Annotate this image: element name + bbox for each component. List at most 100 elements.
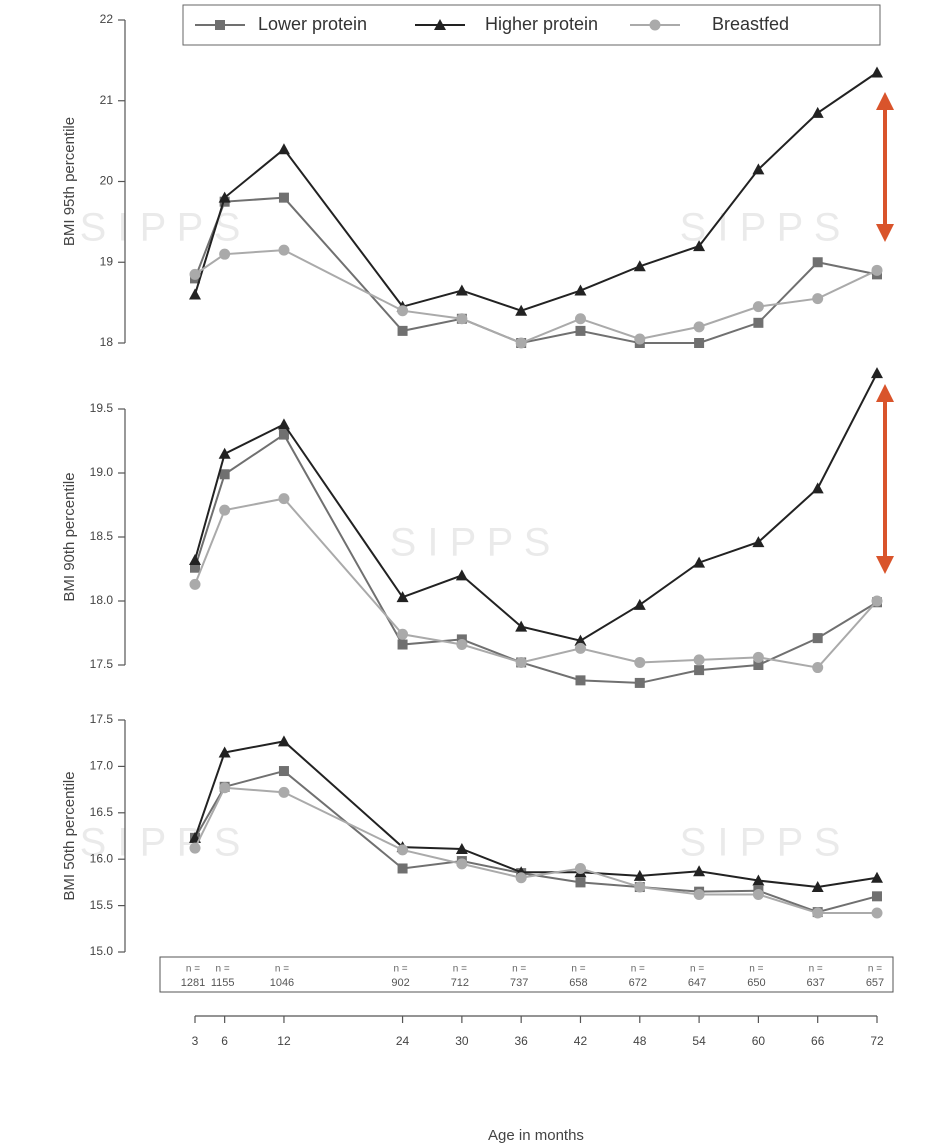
n-label: n = xyxy=(186,964,200,975)
marker xyxy=(397,639,408,650)
y-tick-label: 18.5 xyxy=(90,529,114,543)
n-label: n = xyxy=(512,964,526,975)
marker xyxy=(215,20,225,30)
x-tick-label: 12 xyxy=(277,1034,291,1048)
series-line xyxy=(194,740,878,889)
n-value: 637 xyxy=(807,977,825,989)
n-label: n = xyxy=(275,964,289,975)
marker xyxy=(190,562,200,573)
marker xyxy=(278,429,289,440)
marker xyxy=(811,106,824,118)
marker xyxy=(219,469,230,480)
y-tick-label: 15.0 xyxy=(90,944,114,958)
marker xyxy=(693,654,705,666)
marker xyxy=(455,842,468,854)
marker xyxy=(812,633,823,644)
marker xyxy=(752,536,765,548)
marker xyxy=(189,268,201,280)
marker xyxy=(396,591,409,603)
marker xyxy=(871,264,883,276)
n-value: 712 xyxy=(451,977,469,989)
n-label: n = xyxy=(749,964,763,975)
marker xyxy=(219,782,231,794)
marker xyxy=(218,447,231,459)
marker xyxy=(574,862,586,874)
y-tick-label: 22 xyxy=(100,12,114,26)
series-line xyxy=(194,769,878,914)
x-tick-label: 24 xyxy=(396,1034,410,1048)
marker xyxy=(219,504,231,516)
y-tick-label: 15.5 xyxy=(90,898,114,912)
marker xyxy=(871,907,883,919)
y-tick-label: 19.0 xyxy=(90,465,114,479)
marker xyxy=(871,595,883,607)
watermark: S I P P S xyxy=(680,206,841,250)
marker xyxy=(633,869,646,881)
marker xyxy=(515,872,527,884)
marker xyxy=(811,881,824,893)
marker xyxy=(278,786,290,798)
marker xyxy=(189,554,201,566)
marker xyxy=(277,735,290,747)
marker xyxy=(397,844,409,856)
n-value: 672 xyxy=(629,977,647,989)
marker xyxy=(397,325,408,336)
marker xyxy=(515,620,528,632)
n-label: n = xyxy=(868,964,882,975)
marker xyxy=(218,191,231,203)
x-tick-label: 66 xyxy=(811,1034,825,1048)
marker xyxy=(278,766,289,777)
y-tick-label: 17.5 xyxy=(90,657,114,671)
legend-box xyxy=(182,4,881,46)
y-tick-label: 17.0 xyxy=(90,759,114,773)
marker xyxy=(515,304,528,316)
series-line xyxy=(194,372,878,642)
marker xyxy=(574,634,587,646)
n-label: n = xyxy=(393,964,407,975)
x-tick-label: 42 xyxy=(574,1034,588,1048)
marker xyxy=(693,865,706,877)
marker xyxy=(455,284,468,296)
legend-label: Breastfed xyxy=(712,14,789,34)
series-line xyxy=(194,196,878,345)
marker xyxy=(515,656,527,668)
y-axis-label: BMI 90th percentile xyxy=(61,472,78,601)
marker xyxy=(574,642,586,654)
watermark: S I P P S xyxy=(390,521,551,565)
legend-label: Lower protein xyxy=(258,14,367,34)
n-value: 650 xyxy=(747,977,765,989)
marker xyxy=(753,660,764,670)
marker xyxy=(218,746,231,758)
y-tick-label: 16.0 xyxy=(90,851,114,865)
n-label: n = xyxy=(690,964,704,975)
x-tick-label: 72 xyxy=(870,1034,884,1048)
marker xyxy=(515,337,527,349)
y-axis-label: BMI 95th percentile xyxy=(61,117,78,246)
y-tick-label: 19.5 xyxy=(90,401,114,415)
marker xyxy=(872,891,882,902)
n-value: 647 xyxy=(688,977,706,989)
marker xyxy=(752,301,764,313)
marker xyxy=(812,257,823,268)
marker xyxy=(694,665,705,676)
y-tick-label: 18 xyxy=(100,335,114,349)
marker xyxy=(434,19,446,30)
x-tick-label: 6 xyxy=(221,1034,228,1048)
y-tick-label: 17.5 xyxy=(90,712,114,726)
n-value: 658 xyxy=(569,977,587,989)
y-tick-label: 16.5 xyxy=(90,805,114,819)
marker xyxy=(693,888,705,900)
marker xyxy=(694,338,705,348)
watermark: S I P P S xyxy=(680,821,841,865)
n-value: 657 xyxy=(866,977,884,989)
watermark: S I P P S xyxy=(80,821,241,865)
marker xyxy=(871,367,883,379)
n-label: n = xyxy=(216,964,230,975)
marker xyxy=(812,293,824,305)
sample-size-box xyxy=(159,956,894,993)
n-label: n = xyxy=(631,964,645,975)
n-value: 1281 xyxy=(181,977,205,989)
marker xyxy=(752,874,765,886)
marker xyxy=(649,19,661,31)
